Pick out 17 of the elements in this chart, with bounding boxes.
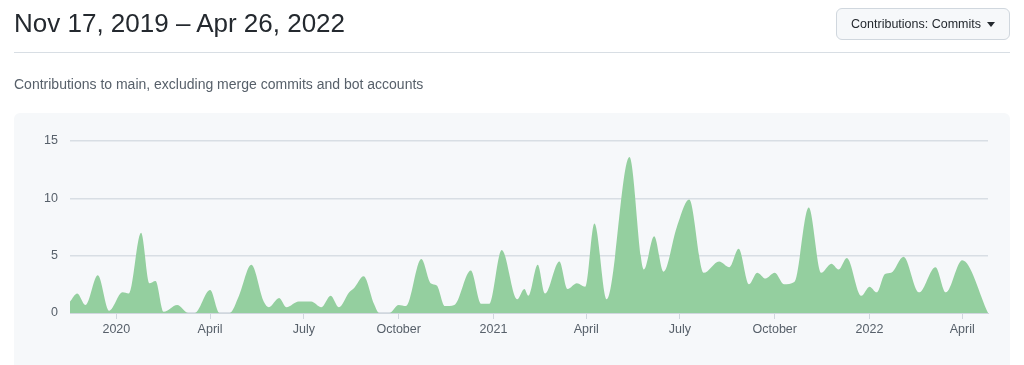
chart-subtitle: Contributions to main, excluding merge commits and bot accounts xyxy=(14,76,424,92)
x-tick-label: 2020 xyxy=(102,321,131,336)
x-tick-label: April xyxy=(949,321,975,336)
y-tick-label: 15 xyxy=(44,133,59,148)
y-tick-label: 0 xyxy=(51,305,59,320)
text: Contributions: Commits xyxy=(851,17,981,31)
y-tick-label: 10 xyxy=(44,190,59,205)
x-tick-label: July xyxy=(292,321,316,336)
chart-title: Nov 17, 2019 – Apr 26, 2022 xyxy=(14,8,346,39)
y-tick-label: 5 xyxy=(51,248,59,263)
x-tick-label: July xyxy=(668,321,692,336)
x-tick-label: April xyxy=(573,321,599,336)
x-tick-label: April xyxy=(197,321,223,336)
x-tick-label: 2021 xyxy=(479,321,508,336)
x-tick-label: October xyxy=(376,321,421,336)
x-tick-label: October xyxy=(752,321,797,336)
x-tick-label: 2022 xyxy=(855,321,884,336)
